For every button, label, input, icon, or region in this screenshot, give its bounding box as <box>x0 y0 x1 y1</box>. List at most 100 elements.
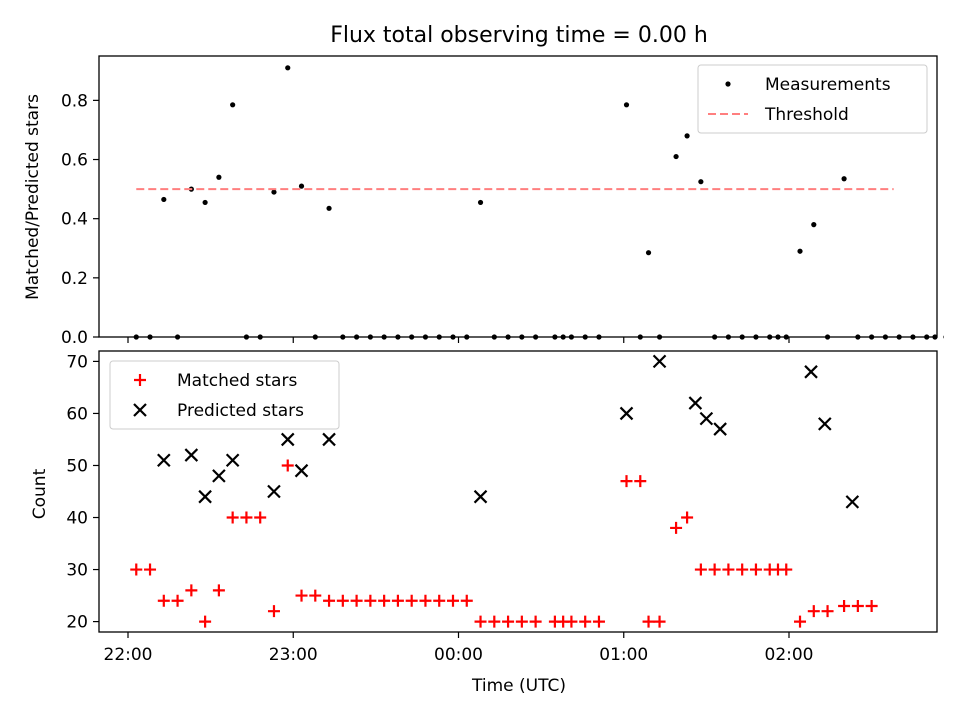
matched-star-point <box>620 475 633 488</box>
legend-matched-label: Matched stars <box>177 371 297 391</box>
top-chart-title: Flux total observing time = 0.00 h <box>330 23 708 48</box>
matched-star-point <box>171 594 184 607</box>
matched-star-point <box>592 615 605 628</box>
matched-star-point <box>323 594 336 607</box>
measurement-point <box>230 102 236 108</box>
measurement-point <box>271 189 277 195</box>
measurement-point <box>298 183 305 189</box>
measurement-point <box>285 65 291 71</box>
legend-matched-marker <box>134 374 146 386</box>
matched-star-point <box>405 594 418 607</box>
bottom-x-tick-label: 23:00 <box>269 645 318 665</box>
matched-star-point <box>460 594 473 607</box>
matched-star-point <box>433 594 446 607</box>
matched-star-point <box>336 594 349 607</box>
measurement-point <box>841 176 847 182</box>
measurement-point <box>943 335 944 339</box>
measurement-point <box>645 250 652 256</box>
measurement-point <box>161 196 167 203</box>
matched-star-point <box>185 584 198 597</box>
matched-star-point <box>749 563 762 576</box>
predicted-star-point <box>619 406 634 421</box>
predicted-star-point <box>157 453 171 468</box>
legend-measurements-marker <box>725 81 731 87</box>
matched-star-point <box>794 615 807 628</box>
matched-star-point <box>780 563 793 576</box>
measurement-point <box>326 205 332 211</box>
legend-predicted-label: Predicted stars <box>177 401 304 421</box>
bottom-y-axis-label: Count <box>30 468 50 519</box>
matched-star-point <box>391 594 404 607</box>
matched-star-point <box>529 615 542 628</box>
legend-measurements-label: Measurements <box>765 75 891 95</box>
matched-star-point <box>240 511 253 524</box>
matched-star-point <box>309 589 322 602</box>
matched-star-point <box>807 605 820 618</box>
top-y-axis-label: Matched/Predicted stars <box>23 94 43 300</box>
predicted-star-point <box>845 495 860 509</box>
matched-star-point <box>515 615 528 628</box>
matched-star-point <box>653 615 666 628</box>
bottom-x-tick-label: 00:00 <box>434 645 483 665</box>
bottom-x-tick-label: 02:00 <box>765 645 814 665</box>
predicted-star-point <box>818 417 832 431</box>
measurement-point <box>202 199 208 206</box>
matched-star-point <box>642 615 655 628</box>
predicted-star-point <box>699 411 714 426</box>
matched-star-point <box>419 594 432 607</box>
measurement-point <box>477 199 484 206</box>
matched-star-point <box>670 521 683 534</box>
matched-star-point <box>851 599 864 612</box>
matched-star-point <box>474 615 487 628</box>
matched-star-point <box>736 563 749 576</box>
matched-star-point <box>634 475 647 488</box>
x-axis-label: Time (UTC) <box>471 676 566 696</box>
bottom-axes-frame <box>98 350 938 633</box>
measurement-point <box>216 174 222 180</box>
matched-star-point <box>446 594 459 607</box>
matched-star-point <box>199 615 212 628</box>
bottom-legend-box <box>109 360 340 430</box>
legend-predicted-marker <box>133 403 147 417</box>
matched-star-point <box>144 563 157 576</box>
bottom-y-tick-label: 40 <box>66 509 88 529</box>
predicted-star-point <box>713 422 727 436</box>
bottom-y-tick-label: 30 <box>66 561 88 581</box>
matched-star-point <box>708 563 721 576</box>
bottom-y-tick-label: 20 <box>66 613 88 633</box>
matched-star-point <box>821 605 834 618</box>
measurement-point <box>797 248 803 254</box>
measurement-point <box>684 133 690 139</box>
matched-star-point <box>254 511 267 524</box>
top-legend: Measurements Threshold <box>697 64 928 134</box>
top-y-tick-label: 0.6 <box>61 151 88 171</box>
bottom-y-tick-label: 70 <box>66 352 88 372</box>
legend-threshold-label: Threshold <box>764 105 849 125</box>
measurement-point <box>811 222 817 228</box>
matched-star-point <box>502 615 515 628</box>
matched-star-point <box>722 563 735 576</box>
measurement-point <box>698 179 704 185</box>
top-y-tick-label: 0.8 <box>61 91 88 111</box>
bottom-plot-area <box>130 354 878 628</box>
predicted-star-point <box>294 463 309 478</box>
measurement-point <box>673 153 679 160</box>
matched-star-point <box>350 594 363 607</box>
matched-star-point <box>281 459 294 472</box>
matched-star-point <box>267 605 280 618</box>
predicted-star-point <box>198 489 212 504</box>
matched-star-point <box>488 615 501 628</box>
bottom-y-tick-label: 50 <box>66 456 88 476</box>
matched-star-point <box>295 589 308 602</box>
matched-star-point <box>579 615 592 628</box>
bottom-x-tick-label: 01:00 <box>599 645 648 665</box>
matched-star-point <box>378 594 391 607</box>
predicted-star-point <box>267 484 281 499</box>
predicted-star-point <box>280 432 295 447</box>
bottom-y-tick-label: 60 <box>66 404 88 424</box>
predicted-star-point <box>652 354 667 369</box>
top-legend-box <box>697 64 928 134</box>
top-y-tick-label: 0.2 <box>61 269 88 289</box>
matched-star-point <box>364 594 377 607</box>
